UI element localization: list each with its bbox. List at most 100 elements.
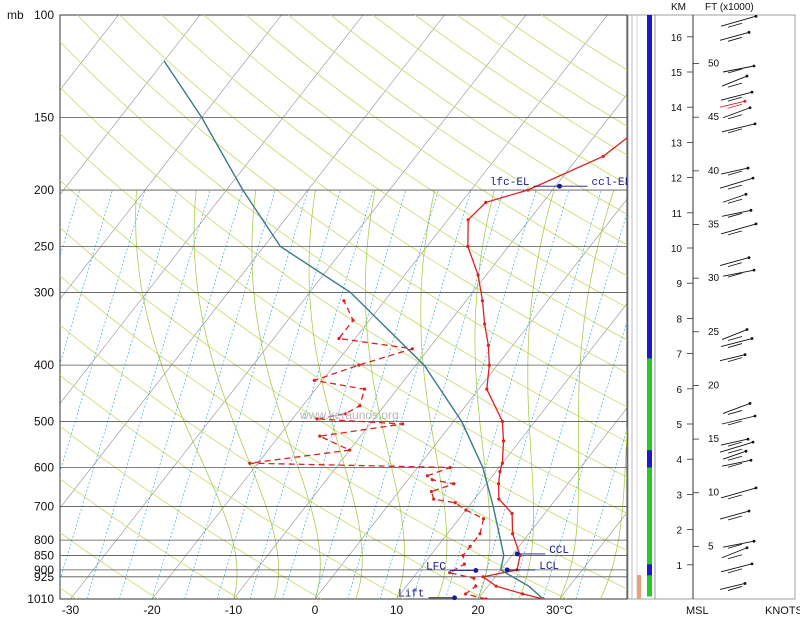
dewpoint-point (462, 562, 466, 566)
wind-barb-staff (719, 257, 750, 267)
dewpoint-point (425, 474, 430, 478)
isotherm-line (396, 302, 627, 599)
temperature-point (496, 482, 501, 486)
dewpoint-point (401, 422, 405, 426)
wind-barb-flag (727, 420, 743, 426)
wind-barb-flag (727, 343, 743, 348)
knots-label: KNOTS (765, 605, 800, 617)
temperature-point (485, 387, 489, 391)
moist-adiabat-line (559, 189, 615, 599)
mixing-ratio-line (151, 189, 276, 599)
annotation-label: ccl-EL (592, 177, 632, 189)
wind-barb-flag (727, 448, 743, 454)
temperature-tick-labels: -30 -20 -10 0 10 20 30°C (62, 603, 573, 617)
dewpoint-point (468, 544, 472, 548)
wind-barb-flag (727, 114, 743, 120)
km-tick-label: 11 (672, 209, 683, 220)
dewpoint-point (351, 318, 355, 322)
temperature-point (476, 273, 480, 277)
wind-barb-tip (745, 328, 749, 331)
dewpoint-point (429, 489, 434, 494)
wind-barb-flag (727, 515, 743, 521)
isotherm-line (0, 15, 37, 599)
mixing-ratio-line (445, 189, 570, 599)
dewpoint-point (362, 387, 367, 391)
wind-panel-frame (654, 14, 796, 600)
temperature-point (466, 244, 470, 248)
ft-tick-label: 40 (708, 166, 720, 177)
wind-barb-staff (721, 75, 748, 87)
column-bar (647, 450, 652, 468)
annotation-label: Lift (398, 589, 424, 601)
wind-barb-tip (750, 90, 754, 94)
temperature-point (487, 363, 491, 367)
mixing-ratio-line (86, 189, 211, 599)
wind-barb-staff (720, 563, 753, 573)
ft-tick-label: 30 (708, 273, 720, 284)
dry-adiabat-line (60, 275, 567, 599)
dewpoint-point (358, 404, 362, 408)
km-tick-label: 4 (676, 455, 682, 466)
km-axis-label: KM (671, 2, 686, 13)
wind-barb-staff (721, 209, 752, 217)
dewpoint-point (318, 434, 322, 438)
dewpoint-point (342, 299, 346, 303)
wind-barb-tip (752, 539, 756, 543)
temperature-tick-label: 0 (312, 603, 319, 617)
annotation-label: LCL (539, 561, 559, 573)
wind-barb-tip (744, 192, 748, 196)
dry-adiabat-line (203, 15, 627, 309)
mixing-ratio-line (282, 189, 407, 599)
wind-barb-tip (752, 64, 756, 68)
temperature-line (467, 137, 627, 599)
temperature-point (510, 511, 514, 516)
pressure-tick-label: 800 (34, 533, 54, 547)
wind-barb-staff (722, 540, 755, 548)
moist-adiabat-line (474, 189, 495, 599)
wind-barb-tip (743, 99, 747, 103)
wind-barb-flag (727, 462, 743, 468)
wind-barb-staff (722, 450, 747, 460)
wind-barb-tip (750, 562, 754, 566)
temperature-point (601, 154, 605, 158)
dewpoint-point (448, 465, 452, 470)
km-tick-label: 1 (676, 561, 682, 572)
pressure-tick-label: 150 (34, 110, 54, 124)
pressure-tick-label: 1010 (27, 592, 54, 606)
annotations: lfc-EL ccl-EL CCL LCL LFC Lift (398, 177, 631, 601)
temperature-point (483, 322, 487, 326)
wind-barb-staff (720, 15, 757, 27)
dewpoint-point (452, 482, 456, 486)
moist-adiabat-line (193, 189, 280, 599)
pressure-tick-label: 400 (34, 358, 54, 372)
wind-barb-tip (749, 208, 753, 212)
wind-barb-flag (727, 82, 743, 88)
wind-barb-flag (727, 22, 743, 28)
wind-barb-tip (751, 440, 755, 444)
wind-barb-tip (747, 30, 751, 34)
background-grid (0, 15, 627, 599)
km-tick-label: 7 (676, 350, 682, 361)
wind-barb-staff (722, 193, 747, 203)
ft-tick-label: 15 (708, 434, 720, 445)
isotherm-line (60, 15, 201, 196)
wind-barb-flag (727, 568, 743, 574)
ft-tick-label: 20 (708, 380, 720, 391)
dry-adiabat-line (60, 374, 404, 599)
wind-barb-staff (719, 441, 754, 453)
dewpoint-point (478, 532, 482, 536)
isotherm-line (60, 15, 364, 404)
temperature-point (501, 439, 506, 443)
wind-barb-flag (727, 410, 743, 415)
annotation-label: CCL (549, 545, 569, 557)
temperature-point (486, 343, 490, 348)
dry-adiabat-line (60, 478, 240, 599)
wind-barb-flag (727, 96, 743, 102)
dewpoint-point (357, 363, 361, 367)
annotation-label: lfc-EL (490, 177, 530, 189)
column-bar (647, 467, 652, 565)
wind-barbs (719, 14, 758, 591)
ft-tick-label: 50 (708, 59, 720, 70)
watermark: www.keraunos.org (299, 408, 399, 422)
